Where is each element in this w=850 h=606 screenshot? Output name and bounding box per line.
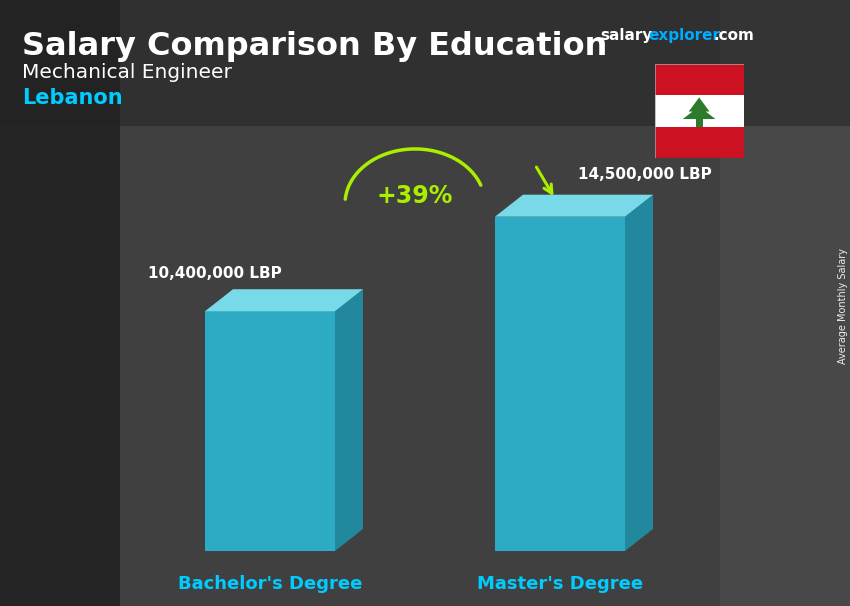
- Text: +39%: +39%: [377, 184, 453, 208]
- Bar: [654, 127, 744, 158]
- Text: salary: salary: [600, 28, 652, 43]
- Polygon shape: [625, 195, 653, 551]
- Text: Mechanical Engineer: Mechanical Engineer: [22, 63, 232, 82]
- Text: Average Monthly Salary: Average Monthly Salary: [838, 248, 848, 364]
- Bar: [0, 0, 120, 606]
- Polygon shape: [205, 289, 363, 311]
- Bar: [654, 95, 744, 127]
- Bar: [720, 0, 850, 606]
- Polygon shape: [683, 98, 716, 119]
- Polygon shape: [495, 195, 653, 217]
- Text: Master's Degree: Master's Degree: [477, 575, 643, 593]
- Bar: [654, 64, 744, 95]
- Polygon shape: [335, 289, 363, 551]
- Text: Salary Comparison By Education: Salary Comparison By Education: [22, 31, 608, 62]
- Text: 10,400,000 LBP: 10,400,000 LBP: [148, 266, 282, 281]
- Text: explorer: explorer: [648, 28, 720, 43]
- Text: 14,500,000 LBP: 14,500,000 LBP: [578, 167, 711, 182]
- Text: .com: .com: [714, 28, 755, 43]
- Bar: [695, 117, 703, 127]
- Bar: [0, 0, 850, 126]
- Polygon shape: [495, 217, 625, 551]
- Polygon shape: [205, 311, 335, 551]
- Text: Bachelor's Degree: Bachelor's Degree: [178, 575, 362, 593]
- Text: Lebanon: Lebanon: [22, 88, 122, 108]
